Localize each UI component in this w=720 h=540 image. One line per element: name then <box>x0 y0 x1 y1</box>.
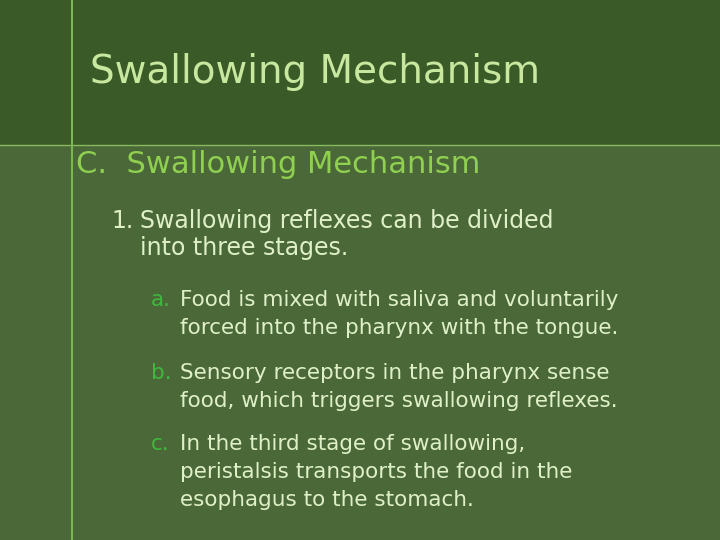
Text: c.: c. <box>151 434 170 454</box>
Text: 1.: 1. <box>112 210 134 233</box>
Text: food, which triggers swallowing reflexes.: food, which triggers swallowing reflexes… <box>180 390 618 411</box>
Bar <box>71 0 73 540</box>
Text: Sensory receptors in the pharynx sense: Sensory receptors in the pharynx sense <box>180 362 610 383</box>
Text: into three stages.: into three stages. <box>140 236 348 260</box>
Text: Food is mixed with saliva and voluntarily: Food is mixed with saliva and voluntaril… <box>180 289 618 310</box>
Text: a.: a. <box>151 289 171 310</box>
Text: forced into the pharynx with the tongue.: forced into the pharynx with the tongue. <box>180 318 618 338</box>
Text: C.  Swallowing Mechanism: C. Swallowing Mechanism <box>76 150 480 179</box>
Text: In the third stage of swallowing,: In the third stage of swallowing, <box>180 434 526 454</box>
Text: peristalsis transports the food in the: peristalsis transports the food in the <box>180 462 572 482</box>
Text: Swallowing reflexes can be divided: Swallowing reflexes can be divided <box>140 210 554 233</box>
Text: esophagus to the stomach.: esophagus to the stomach. <box>180 490 474 510</box>
Text: b.: b. <box>151 362 172 383</box>
Bar <box>0 0 720 145</box>
Text: Swallowing Mechanism: Swallowing Mechanism <box>90 53 540 91</box>
